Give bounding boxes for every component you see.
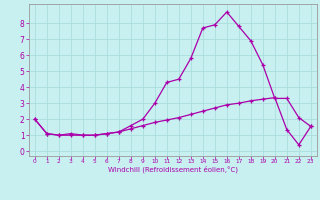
X-axis label: Windchill (Refroidissement éolien,°C): Windchill (Refroidissement éolien,°C) [108,166,238,173]
